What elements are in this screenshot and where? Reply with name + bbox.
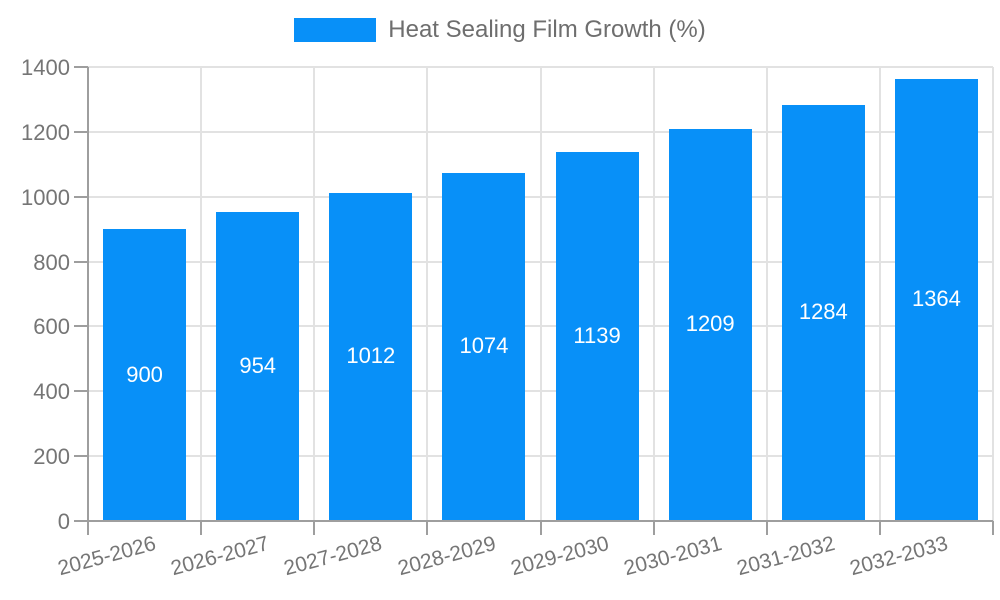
legend[interactable]: Heat Sealing Film Growth (%) — [0, 16, 1000, 44]
x-axis-tick — [426, 521, 429, 535]
bar-2031-2032: 1284 — [781, 104, 865, 520]
x-tick-label: 2031-2032 — [734, 532, 838, 581]
legend-label: Heat Sealing Film Growth (%) — [388, 16, 706, 43]
y-axis-tick — [74, 390, 88, 393]
y-axis-tick — [74, 195, 88, 198]
y-tick-label: 200 — [33, 444, 70, 470]
x-axis-tick — [313, 521, 316, 535]
y-axis-tick — [74, 260, 88, 263]
x-tick-label: 2032-2033 — [847, 532, 951, 581]
x-tick-label: 2028-2029 — [394, 532, 498, 581]
bar-2030-2031: 1209 — [668, 128, 752, 520]
y-tick-label: 1200 — [21, 119, 70, 145]
gridline-vertical — [200, 67, 203, 521]
bar-value-label: 1284 — [798, 299, 848, 325]
x-tick-label: 2025-2026 — [55, 532, 159, 581]
bar-2032-2033: 1364 — [894, 78, 978, 520]
bar-value-label: 1364 — [911, 286, 961, 312]
gridline-vertical — [652, 67, 655, 521]
gridline-vertical — [313, 67, 316, 521]
y-tick-label: 0 — [57, 509, 70, 534]
y-axis-tick — [74, 325, 88, 328]
y-axis-tick — [74, 455, 88, 458]
y-tick-label: 600 — [33, 314, 70, 340]
x-axis-tick — [87, 521, 89, 535]
x-tick-label: 2030-2031 — [621, 532, 725, 581]
x-axis-tick — [652, 521, 655, 535]
x-axis-tick — [878, 521, 881, 535]
bar-2026-2027: 954 — [216, 211, 300, 520]
y-axis-tick — [74, 130, 88, 133]
x-axis-tick — [765, 521, 768, 535]
gridline-vertical — [878, 67, 881, 521]
legend-swatch — [294, 18, 377, 42]
x-axis-tick — [992, 521, 994, 535]
gridline-vertical — [426, 67, 429, 521]
bar-2029-2030: 1139 — [555, 151, 639, 520]
bar-value-label: 1139 — [573, 322, 621, 348]
x-tick-label: 2026-2027 — [168, 532, 272, 581]
bar-value-label: 1074 — [459, 333, 509, 359]
bar-value-label: 900 — [126, 361, 163, 387]
x-tick-label: 2029-2030 — [508, 532, 612, 581]
y-axis-tick — [74, 66, 88, 68]
y-axis-line — [87, 67, 89, 535]
y-tick-label: 400 — [33, 379, 70, 405]
gridline-vertical — [765, 67, 768, 521]
bar-2027-2028: 1012 — [329, 192, 413, 520]
bar-2025-2026: 900 — [103, 229, 187, 520]
bar-value-label: 1012 — [346, 343, 396, 369]
x-axis-tick — [539, 521, 542, 535]
y-axis-tick — [74, 520, 88, 522]
bar-value-label: 1209 — [685, 311, 735, 337]
x-tick-label: 2027-2028 — [281, 532, 385, 581]
x-axis-tick — [200, 521, 203, 535]
y-tick-label: 1400 — [21, 55, 70, 80]
gridline-vertical — [992, 67, 994, 521]
y-tick-label: 1000 — [21, 184, 70, 210]
bar-value-label: 954 — [239, 352, 277, 378]
gridline-vertical — [539, 67, 542, 521]
bar-2028-2029: 1074 — [442, 172, 526, 520]
y-tick-label: 800 — [33, 249, 70, 275]
